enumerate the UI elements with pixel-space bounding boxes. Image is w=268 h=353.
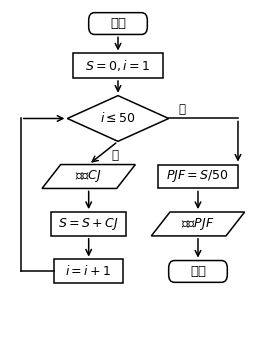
FancyBboxPatch shape xyxy=(169,261,227,282)
Text: 输入$CJ$: 输入$CJ$ xyxy=(75,168,102,185)
Text: 否: 否 xyxy=(178,103,185,116)
Text: $PJF=S/50$: $PJF=S/50$ xyxy=(166,168,229,185)
Polygon shape xyxy=(151,212,245,236)
Text: $i\leq50$: $i\leq50$ xyxy=(100,112,136,125)
FancyBboxPatch shape xyxy=(89,13,147,35)
Text: 开始: 开始 xyxy=(110,17,126,30)
Text: 输出$PJF$: 输出$PJF$ xyxy=(181,216,215,232)
Text: $i=i+1$: $i=i+1$ xyxy=(65,264,112,279)
Text: $S=0,i=1$: $S=0,i=1$ xyxy=(85,58,151,73)
Bar xyxy=(158,164,238,189)
Text: 是: 是 xyxy=(112,149,119,162)
Polygon shape xyxy=(67,96,169,141)
Bar xyxy=(73,53,163,78)
Text: $S=S+CJ$: $S=S+CJ$ xyxy=(58,216,119,232)
Polygon shape xyxy=(42,164,135,189)
Bar xyxy=(51,212,126,236)
Bar xyxy=(54,259,123,283)
Text: 结束: 结束 xyxy=(190,265,206,278)
